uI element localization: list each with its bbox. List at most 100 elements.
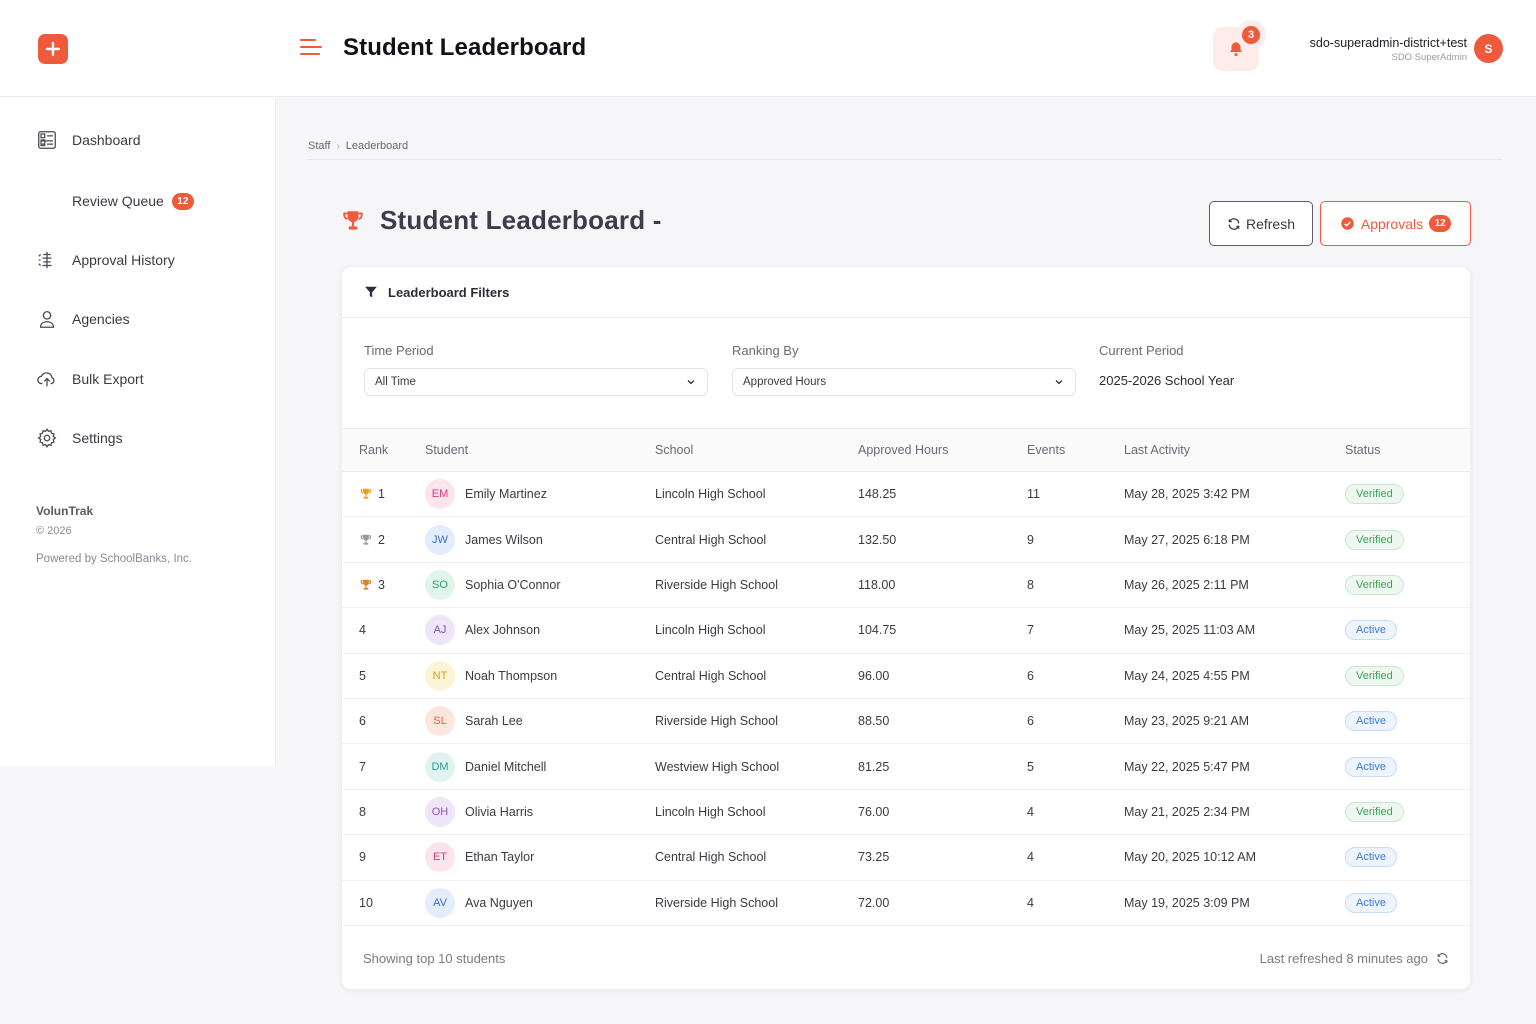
time-period-select[interactable]: All Time xyxy=(364,368,708,396)
col-student[interactable]: Student xyxy=(425,428,655,472)
cell-events: 5 xyxy=(1027,743,1124,790)
table-row[interactable]: 2 JW James Wilson Central High School 132.50… xyxy=(342,516,1470,563)
student-avatar: DM xyxy=(425,751,455,782)
table-row[interactable]: 3 SO Sophia O'Connor Riverside High School 1… xyxy=(342,562,1470,609)
cell-last-activity: May 28, 2025 3:42 PM xyxy=(1124,471,1345,518)
cell-student[interactable]: EM Emily Martinez xyxy=(425,471,655,518)
cell-student[interactable]: SL Sarah Lee xyxy=(425,698,655,745)
table-row[interactable]: 4 AJ Alex Johnson Lincoln High School 104.75… xyxy=(342,607,1470,654)
student-avatar: OH xyxy=(425,796,455,827)
cell-student[interactable]: NT Noah Thompson xyxy=(425,653,655,699)
cell-school: Lincoln High School xyxy=(655,471,858,518)
cell-student[interactable]: DM Daniel Mitchell xyxy=(425,743,655,790)
breadcrumb-parent[interactable]: Staff xyxy=(308,140,331,152)
student-name[interactable]: Sarah Lee xyxy=(465,714,523,729)
table-row[interactable]: 10 AV Ava Nguyen Riverside High School 72.00… xyxy=(342,880,1470,926)
col-rank[interactable]: Rank xyxy=(342,428,425,472)
student-name[interactable]: Olivia Harris xyxy=(465,804,534,819)
sidebar-item-settings[interactable]: Settings xyxy=(36,423,123,453)
student-name[interactable]: Daniel Mitchell xyxy=(465,759,547,774)
cell-student[interactable]: AJ Alex Johnson xyxy=(425,607,655,654)
sidebar-item-dashboard[interactable]: Dashboard xyxy=(36,125,141,155)
cell-events: 6 xyxy=(1027,698,1124,745)
brand-name: VolunTrak xyxy=(36,504,94,518)
sidebar: Dashboard Review Queue 12 Approval Histo… xyxy=(0,97,276,766)
table-row[interactable]: 7 DM Daniel Mitchell Westview High School 81… xyxy=(342,743,1470,790)
cell-rank: 6 xyxy=(342,698,425,745)
user-name[interactable]: sdo-superadmin-district+test xyxy=(1309,36,1467,50)
sidebar-item-bulk-export[interactable]: Bulk Export xyxy=(36,364,144,394)
student-avatar: NT xyxy=(425,660,455,691)
approvals-button[interactable]: Approvals 12 xyxy=(1320,201,1471,246)
student-avatar: SO xyxy=(425,569,455,600)
cell-approved-hours: 148.25 xyxy=(858,471,1027,518)
chevron-down-icon xyxy=(687,380,695,385)
student-name[interactable]: Sophia O'Connor xyxy=(465,577,561,592)
cell-status: Verified xyxy=(1345,562,1470,609)
student-name[interactable]: Noah Thompson xyxy=(465,668,558,683)
top-bar: Student Leaderboard 3 sdo-superadmin-dis… xyxy=(0,0,1536,97)
student-name[interactable]: Ethan Taylor xyxy=(465,850,535,865)
rank-value: 9 xyxy=(359,850,366,865)
sidebar-item-label: Dashboard xyxy=(72,132,141,148)
sidebar-item-agencies[interactable]: Agencies xyxy=(36,304,130,334)
copyright: © 2026 xyxy=(36,525,72,537)
ranking-by-label: Ranking By xyxy=(732,343,799,358)
status-badge: Verified xyxy=(1345,801,1404,822)
student-avatar: AV xyxy=(425,887,455,918)
cell-rank: 9 xyxy=(342,834,425,881)
cell-status: Active xyxy=(1345,607,1470,654)
refresh-icon[interactable] xyxy=(1436,952,1449,965)
chevron-down-icon xyxy=(1055,380,1063,385)
student-name[interactable]: James Wilson xyxy=(465,532,543,547)
cell-student[interactable]: OH Olivia Harris xyxy=(425,789,655,836)
col-last-activity[interactable]: Last Activity xyxy=(1124,428,1345,472)
cell-rank: 4 xyxy=(342,607,425,654)
refresh-button[interactable]: Refresh xyxy=(1209,201,1313,246)
rank-value: 3 xyxy=(378,577,385,592)
breadcrumb-current: Leaderboard xyxy=(345,140,409,152)
status-badge: Active xyxy=(1345,756,1397,777)
table-row[interactable]: 1 EM Emily Martinez Lincoln High School 148.… xyxy=(342,471,1470,518)
ranking-by-value: Approved Hours xyxy=(743,376,827,388)
cell-status: Active xyxy=(1345,880,1470,926)
student-name[interactable]: Alex Johnson xyxy=(465,623,541,638)
status-badge: Verified xyxy=(1345,484,1404,505)
cell-school: Westview High School xyxy=(655,743,858,790)
col-school[interactable]: School xyxy=(655,428,858,472)
ranking-by-select[interactable]: Approved Hours xyxy=(732,368,1076,396)
cell-approved-hours: 96.00 xyxy=(858,653,1027,699)
cell-school: Central High School xyxy=(655,653,858,699)
sidebar-item-review-queue[interactable]: Review Queue 12 xyxy=(36,186,194,216)
cell-student[interactable]: ET Ethan Taylor xyxy=(425,834,655,881)
cell-student[interactable]: SO Sophia O'Connor xyxy=(425,562,655,609)
col-events[interactable]: Events xyxy=(1027,428,1124,472)
rank-value: 4 xyxy=(359,623,366,638)
sidebar-item-approval-history[interactable]: Approval History xyxy=(36,245,175,275)
col-status[interactable]: Status xyxy=(1345,428,1470,472)
cell-events: 6 xyxy=(1027,653,1124,699)
cell-last-activity: May 27, 2025 6:18 PM xyxy=(1124,516,1345,563)
cell-school: Lincoln High School xyxy=(655,789,858,836)
table-row[interactable]: 6 SL Sarah Lee Riverside High School 88.50 6 M… xyxy=(342,698,1470,745)
cell-status: Verified xyxy=(1345,516,1470,563)
table-row[interactable]: 8 OH Olivia Harris Lincoln High School 76.00… xyxy=(342,789,1470,836)
user-icon xyxy=(39,311,55,328)
breadcrumb-separator: › xyxy=(336,140,340,152)
student-name[interactable]: Ava Nguyen xyxy=(465,895,533,910)
cell-status: Verified xyxy=(1345,471,1470,518)
col-approved-hours[interactable]: Approved Hours xyxy=(858,428,1027,472)
table-row[interactable]: 9 ET Ethan Taylor Central High School 73.25 4… xyxy=(342,834,1470,881)
notifications-badge: 3 xyxy=(1236,20,1266,50)
menu-toggle-button[interactable] xyxy=(300,38,322,58)
student-name[interactable]: Emily Martinez xyxy=(465,487,547,502)
user-avatar[interactable]: S xyxy=(1474,34,1503,63)
cell-events: 4 xyxy=(1027,834,1124,881)
app-logo[interactable] xyxy=(38,34,68,64)
rank-value: 6 xyxy=(359,714,366,729)
cell-events: 4 xyxy=(1027,880,1124,926)
cell-student[interactable]: AV Ava Nguyen xyxy=(425,880,655,926)
cell-student[interactable]: JW James Wilson xyxy=(425,516,655,563)
table-row[interactable]: 5 NT Noah Thompson Central High School 96.00… xyxy=(342,653,1470,699)
student-avatar: AJ xyxy=(425,615,455,646)
